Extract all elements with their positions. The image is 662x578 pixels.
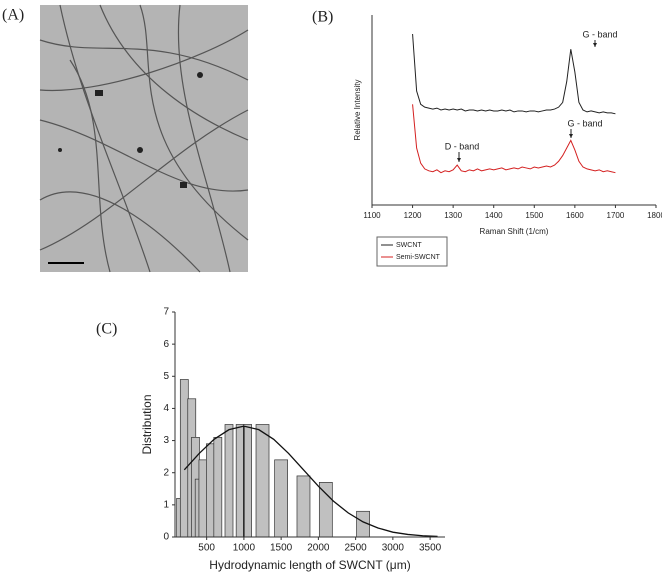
x-tick-label: 3000 — [382, 543, 405, 554]
annotation: D - band — [445, 141, 480, 151]
panel-label: (C) — [96, 321, 117, 338]
bar — [235, 424, 245, 538]
y-tick-label: 4 — [163, 403, 169, 414]
bar — [318, 482, 333, 538]
x-tick-label: 1500 — [270, 543, 293, 554]
x-tick-label: 3500 — [419, 543, 442, 554]
bar — [224, 424, 234, 538]
annotation: G - band — [582, 29, 617, 39]
y-tick-label: 5 — [163, 371, 169, 382]
annotation: G - band — [567, 118, 602, 128]
bar — [213, 437, 223, 538]
bar — [296, 475, 311, 538]
x-tick-label: 1300 — [444, 211, 462, 220]
series-line — [412, 104, 616, 174]
x-tick-label: 2000 — [307, 543, 330, 554]
arrow-head — [569, 134, 573, 138]
y-tick-label: 3 — [163, 435, 169, 446]
y-tick-label: 1 — [163, 499, 169, 510]
x-tick-label: 1000 — [233, 543, 256, 554]
bar — [243, 424, 252, 538]
y-axis-label: Relative Intensity — [353, 80, 362, 141]
x-tick-label: 1200 — [404, 211, 422, 220]
y-tick-label: 2 — [163, 467, 169, 478]
x-axis-label: Raman Shift (1/cm) — [480, 227, 549, 236]
x-tick-label: 1500 — [525, 211, 543, 220]
x-axis-label: Hydrodynamic length of SWCNT (μm) — [209, 558, 410, 572]
x-tick-label: 1700 — [607, 211, 625, 220]
bar — [198, 459, 208, 538]
panel-label: (B) — [312, 9, 333, 26]
legend — [376, 236, 448, 267]
y-tick-label: 0 — [163, 532, 169, 543]
arrow-head — [593, 43, 597, 47]
x-tick-label: 2500 — [344, 543, 367, 554]
x-tick-label: 1600 — [566, 211, 584, 220]
y-tick-label: 7 — [163, 307, 169, 318]
arrow-head — [457, 158, 461, 162]
y-tick-label: 6 — [163, 339, 169, 350]
x-tick-label: 1100 — [363, 211, 381, 220]
fit-curve — [183, 425, 438, 538]
tem-image — [39, 4, 249, 273]
x-tick-label: 1800 — [647, 211, 662, 220]
bar — [206, 443, 215, 538]
y-axis-label: Distribution — [140, 394, 154, 454]
panel-label: (A) — [2, 7, 24, 24]
legend-label: SWCNT — [396, 242, 422, 249]
series-line — [412, 33, 616, 115]
bar — [274, 459, 288, 538]
x-tick-label: 1400 — [485, 211, 503, 220]
legend-label: Semi-SWCNT — [396, 254, 441, 261]
bar — [179, 379, 189, 538]
bar — [255, 424, 270, 538]
x-tick-label: 500 — [198, 543, 215, 554]
